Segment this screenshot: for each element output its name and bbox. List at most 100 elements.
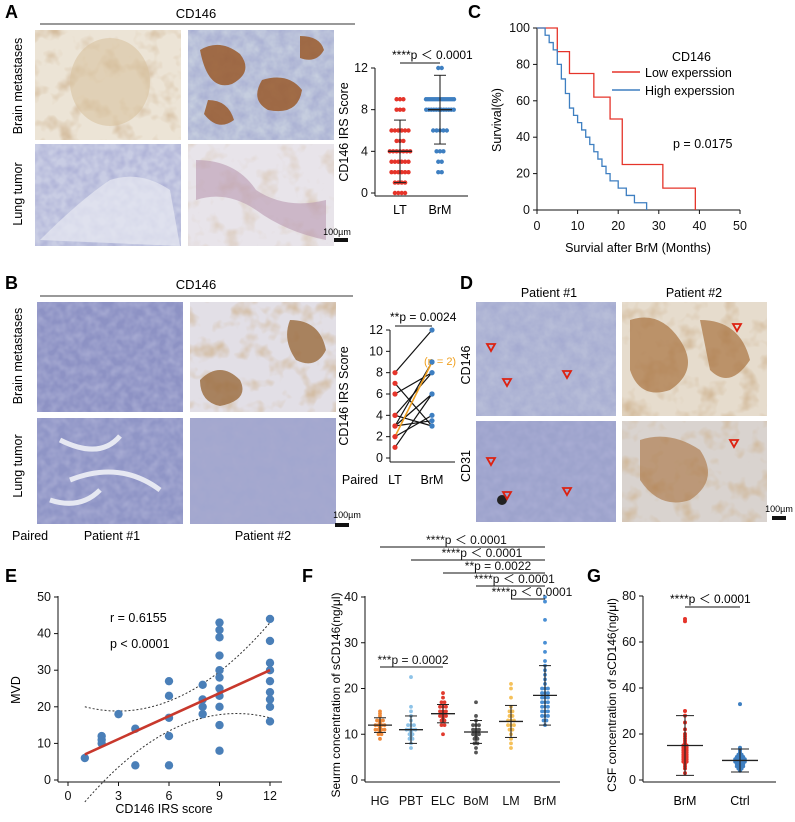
panel-f-point: [540, 700, 544, 705]
panel-a-point: [402, 159, 408, 164]
panel-b-y-label: CD146 IRS Score: [337, 346, 351, 445]
panel-f-point: [540, 695, 544, 700]
panel-b-point-lt: [392, 391, 398, 397]
panel-b-pair-line: [394, 393, 433, 427]
panel-g-y-tick-label: 0: [629, 773, 636, 787]
panel-d-scale-bar-label: 100µm: [765, 504, 793, 514]
panel-e-point: [215, 702, 224, 711]
panel-d-row-label-cd146: CD146: [459, 346, 473, 385]
panel-b-point-lt: [392, 370, 398, 376]
panel-a-point: [397, 107, 403, 112]
panel-b-y-tick-label: 2: [376, 430, 383, 444]
panel-f-point: [546, 695, 550, 700]
panel-a-scale-bar: [334, 238, 348, 242]
panel-b-pair-line: [394, 382, 433, 427]
panel-e-x-tick-label: 9: [216, 789, 223, 803]
panel-f-point: [543, 659, 547, 663]
panel-a-point: [451, 97, 457, 102]
panel-a-point: [389, 128, 394, 133]
panel-a-point: [392, 128, 398, 133]
panel-g-y-tick-label: 40: [622, 681, 636, 695]
panel-e-r-text: r = 0.6155: [110, 611, 167, 625]
panel-e-y-tick-label: 20: [37, 700, 51, 714]
panel-f-point: [441, 691, 445, 695]
panel-a-point: [392, 190, 398, 196]
panel-a-letter: A: [5, 2, 18, 22]
panel-f-point: [474, 700, 478, 705]
panel-a-point: [392, 169, 398, 175]
panel-a-significance: ****p ＜ 0.0001: [392, 48, 473, 62]
panel-f-x-tick-label: BrM: [534, 794, 557, 808]
panel-b-x-tick-lt: LT: [388, 473, 402, 487]
panel-a-point: [406, 159, 411, 164]
panel-b-point-brm: [429, 359, 435, 365]
panel-f-letter: F: [302, 566, 313, 586]
panel-e-point: [198, 680, 207, 690]
panel-f-point: [379, 732, 384, 737]
panel-f-point: [546, 709, 550, 714]
panel-a-point: [436, 65, 441, 71]
panel-d-ihc-image-cd31-2: [622, 421, 767, 522]
panel-f-point: [546, 700, 550, 705]
panel-f-point: [509, 741, 513, 746]
panel-f-point: [510, 714, 515, 718]
panel-b-chart: CD146 IRS Score Paired LT BrM **p = 0.00…: [337, 310, 457, 487]
panel-f-point: [382, 727, 387, 732]
panel-c-x-tick-label: 10: [571, 219, 585, 233]
panel-b-letter: B: [5, 273, 18, 293]
panel-b-point-brm: [429, 370, 435, 376]
panel-f-significance: ****p ＜ 0.0001: [474, 572, 555, 586]
panel-e-point: [265, 614, 275, 624]
panel-f-point: [444, 704, 448, 709]
panel-c-y-tick-label: 0: [523, 203, 530, 217]
panel-f-point: [378, 709, 382, 714]
panel-f-point: [543, 650, 547, 654]
panel-f-x-tick-label: LM: [502, 794, 519, 808]
panel-c-legend-title: CD146: [672, 50, 711, 64]
panel-a-point: [394, 97, 399, 102]
panel-e-x-label: CD146 IRS score: [115, 802, 212, 816]
panel-e-chart: MVD CD146 IRS score r = 0.6155 p < 0.000…: [9, 590, 282, 816]
panel-f-point: [409, 709, 413, 714]
panel-c-y-tick-label: 60: [516, 94, 530, 108]
panel-f-point: [441, 695, 445, 700]
panel-g-significance: ****p ＜ 0.0001: [670, 592, 751, 606]
panel-c-x-tick-label: 0: [534, 219, 541, 233]
arrowhead-marker: [731, 323, 743, 333]
panel-a-point: [401, 138, 406, 144]
panel-e-ci-upper: [84, 622, 271, 712]
panel-e-point: [215, 633, 224, 642]
arrowhead-marker: [485, 457, 497, 467]
panel-e-point: [198, 702, 207, 711]
panel-f-point: [444, 709, 448, 714]
panel-f-point: [378, 736, 382, 741]
panel-a-y-label: CD146 IRS Score: [337, 82, 351, 181]
panel-g-y-tick-label: 60: [622, 635, 636, 649]
panel-a-point: [439, 159, 444, 164]
panel-b-y-tick-label: 10: [369, 344, 383, 358]
arrowhead-marker: [485, 343, 497, 353]
panel-c-x-tick-label: 50: [733, 219, 747, 233]
panel-f-point: [543, 599, 547, 604]
panel-g-letter: G: [587, 566, 601, 586]
panel-a-point: [397, 97, 403, 102]
panel-f-y-label: Seurm concentration of sCD146(ng/μl): [329, 592, 343, 797]
panel-c-x-tick-label: 20: [611, 219, 625, 233]
panel-b-ihc-image-brain-1: [37, 302, 183, 412]
panel-a-point: [431, 128, 436, 133]
panel-e-point: [215, 746, 224, 755]
panel-a-y-tick-label: 12: [354, 61, 368, 75]
panel-f-point: [444, 714, 448, 718]
panel-a-point: [439, 65, 444, 71]
panel-e-y-tick-label: 50: [37, 590, 51, 604]
panel-a-point: [396, 169, 401, 175]
panel-a-y-tick-label: 4: [361, 144, 368, 158]
panel-b-point-brm: [429, 412, 435, 418]
panel-f-x-tick-label: PBT: [399, 794, 424, 808]
panel-c-x-tick-label: 30: [652, 219, 666, 233]
panel-b-point-brm: [429, 423, 435, 429]
panel-c-y-tick-label: 80: [516, 57, 530, 71]
panel-f-y-tick-label: 20: [344, 682, 358, 696]
panel-e-y-tick-label: 30: [37, 663, 51, 677]
